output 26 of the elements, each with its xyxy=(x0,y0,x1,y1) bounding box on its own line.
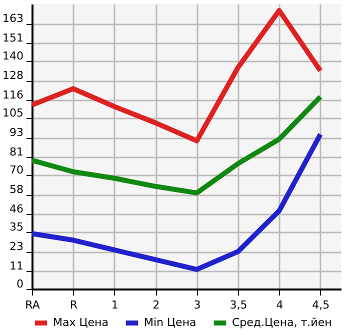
y-tick-label: 151 xyxy=(2,32,24,45)
x-tick-label: 1 xyxy=(111,298,118,312)
legend-label: Сред.Цена, т.йен xyxy=(232,316,332,329)
y-tick-label: 0 xyxy=(16,278,24,290)
y-tick-label: 35 xyxy=(10,220,24,234)
y-tick-label: 128 xyxy=(2,69,24,82)
x-tick-label: 2 xyxy=(152,298,160,312)
x-tick-label: 3,5 xyxy=(230,298,248,312)
y-tick-label: 46 xyxy=(10,202,24,216)
y-tick-label: 116 xyxy=(2,88,24,102)
legend-label: Min Цена xyxy=(144,316,196,329)
y-tick-label: 70 xyxy=(10,164,24,176)
x-tick-label: 4 xyxy=(276,298,284,312)
y-tick-label: 11 xyxy=(10,260,24,273)
y-tick-label: 23 xyxy=(10,240,24,254)
x-tick-label: 3 xyxy=(194,298,201,312)
y-tick-label: 163 xyxy=(2,12,24,26)
x-tick-label: R xyxy=(70,298,78,312)
x-tick-label: RA xyxy=(25,298,40,312)
x-tick-label: 4,5 xyxy=(312,298,330,312)
y-tick-label: 140 xyxy=(2,50,24,62)
y-tick-label: 93 xyxy=(10,126,24,140)
y-tick-label: 58 xyxy=(10,183,24,196)
y-tick-label: 105 xyxy=(2,106,24,120)
y-tick-label: 81 xyxy=(10,146,24,159)
legend-label: Max Цена xyxy=(53,316,108,329)
